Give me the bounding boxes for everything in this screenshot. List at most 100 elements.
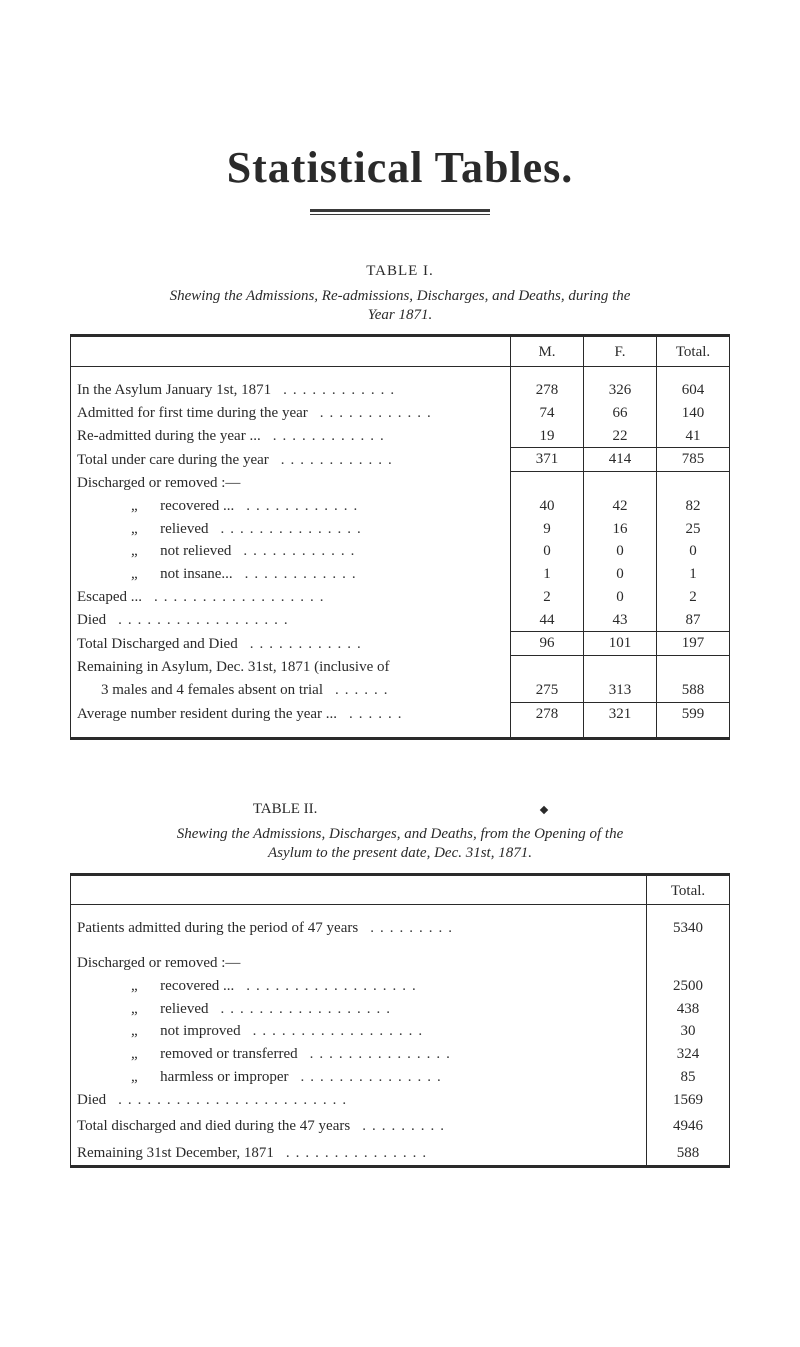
page-title: Statistical Tables. (70, 140, 730, 195)
cell-f: 0 (584, 540, 657, 563)
table-row: Admitted for first time during the year.… (71, 402, 730, 425)
cell-t: 2500 (647, 975, 730, 998)
table-row: Remaining 31st December, 1871...........… (71, 1142, 730, 1166)
table-row: Total discharged and died during the 47 … (71, 1115, 730, 1138)
row-label: Escaped ... (77, 588, 142, 607)
cell-t: 604 (657, 379, 730, 402)
table1-label: TABLE I. (70, 262, 730, 281)
row-label: Total Discharged and Died (77, 635, 238, 654)
table2: Total. Patients admitted during the peri… (70, 873, 730, 1168)
row-label: Discharged or removed :— (77, 955, 240, 971)
table2-header-row: Total. (71, 874, 730, 905)
table1-header-blank (71, 336, 511, 367)
cell-m: 278 (511, 379, 584, 402)
cell-f: 22 (584, 425, 657, 448)
cell-t: 324 (647, 1043, 730, 1066)
table1: M. F. Total. In the Asylum January 1st, … (70, 334, 730, 740)
row-label: Re-admitted during the year ... (77, 427, 261, 446)
cell-t: 588 (657, 679, 730, 702)
table-row: Died........................ 1569 (71, 1089, 730, 1112)
row-label: not relieved (160, 543, 231, 559)
cell-t: 785 (657, 448, 730, 471)
ditto-mark: „ (131, 566, 138, 582)
row-label: Died (77, 1091, 106, 1110)
cell-m: 275 (511, 679, 584, 702)
ditto-mark: „ (131, 1069, 138, 1085)
cell-m: 74 (511, 402, 584, 425)
cell-m: 44 (511, 609, 584, 632)
table2-header-total: Total. (647, 874, 730, 905)
cell-m: 9 (511, 518, 584, 541)
table-row: „ harmless or improper............... 85 (71, 1066, 730, 1089)
table-row: Remaining in Asylum, Dec. 31st, 1871 (in… (71, 656, 730, 679)
cell-f: 42 (584, 495, 657, 518)
title-rule (310, 209, 490, 212)
ditto-mark: „ (131, 543, 138, 559)
table2-caption-line1: Shewing the Admissions, Discharges, and … (177, 826, 624, 842)
ditto-mark: „ (131, 1023, 138, 1039)
cell-t: 1 (657, 563, 730, 586)
cell-m: 278 (511, 703, 584, 726)
cell-t: 25 (657, 518, 730, 541)
row-label: Total discharged and died during the 47 … (77, 1117, 350, 1136)
row-label: removed or transferred (160, 1046, 297, 1062)
table-row: Average number resident during the year … (71, 703, 730, 726)
row-label: harmless or improper (160, 1069, 288, 1085)
table2-label: TABLE II. (253, 801, 318, 817)
table1-header-total: Total. (657, 336, 730, 367)
row-label: relieved (160, 1001, 208, 1017)
ditto-mark: „ (131, 1046, 138, 1062)
cell-m: 96 (511, 632, 584, 655)
cell-f: 43 (584, 609, 657, 632)
table-row: Total Discharged and Died............ 96… (71, 632, 730, 655)
table1-caption-line1: Shewing the Admissions, Re-admissions, D… (170, 288, 631, 304)
table1-header-row: M. F. Total. (71, 336, 730, 367)
cell-m: 40 (511, 495, 584, 518)
ditto-mark: „ (131, 978, 138, 994)
page: Statistical Tables. TABLE I. Shewing the… (0, 0, 800, 1218)
row-label: Died (77, 611, 106, 630)
cell-m: 371 (511, 448, 584, 471)
cell-f: 414 (584, 448, 657, 471)
row-label: 3 males and 4 females absent on trial (101, 681, 323, 700)
table1-caption-line2: Year 1871. (120, 306, 680, 325)
table-row: „ relieved............... 9 16 25 (71, 518, 730, 541)
table-row: In the Asylum January 1st, 1871.........… (71, 379, 730, 402)
cell-f: 313 (584, 679, 657, 702)
cell-f: 326 (584, 379, 657, 402)
cell-t: 140 (657, 402, 730, 425)
cell-t: 82 (657, 495, 730, 518)
cell-f: 0 (584, 586, 657, 609)
table-row: „ not insane............... 1 0 1 (71, 563, 730, 586)
table1-header-m: M. (511, 336, 584, 367)
table-row: Patients admitted during the period of 4… (71, 917, 730, 940)
cell-m: 19 (511, 425, 584, 448)
table-row: Discharged or removed :— (71, 952, 730, 975)
table-row: „ relieved.................. 438 (71, 998, 730, 1021)
cell-t: 5340 (647, 917, 730, 940)
ditto-mark: „ (131, 1001, 138, 1017)
cell-t: 30 (647, 1020, 730, 1043)
cell-t: 1569 (647, 1089, 730, 1112)
row-label: Discharged or removed :— (77, 475, 240, 491)
table2-label-row: TABLE II. (70, 800, 730, 819)
ditto-mark: „ (131, 498, 138, 514)
cell-f: 101 (584, 632, 657, 655)
row-label: recovered ... (160, 498, 234, 514)
ditto-mark: „ (131, 521, 138, 537)
table1-caption: Shewing the Admissions, Re-admissions, D… (120, 287, 680, 325)
row-label: Total under care during the year (77, 451, 269, 470)
table-row: „ removed or transferred............... … (71, 1043, 730, 1066)
row-label: Admitted for first time during the year (77, 404, 308, 423)
diamond-icon (540, 806, 548, 814)
table-row: Escaped ..................... 2 0 2 (71, 586, 730, 609)
row-label: not improved (160, 1023, 240, 1039)
cell-t: 197 (657, 632, 730, 655)
title-block: Statistical Tables. (70, 140, 730, 212)
table-row: „ recovered ............... 40 42 82 (71, 495, 730, 518)
table-row: „ recovered ..................... 2500 (71, 975, 730, 998)
row-label: Patients admitted during the period of 4… (77, 919, 358, 938)
cell-f: 0 (584, 563, 657, 586)
cell-t: 2 (657, 586, 730, 609)
cell-t: 4946 (647, 1115, 730, 1138)
